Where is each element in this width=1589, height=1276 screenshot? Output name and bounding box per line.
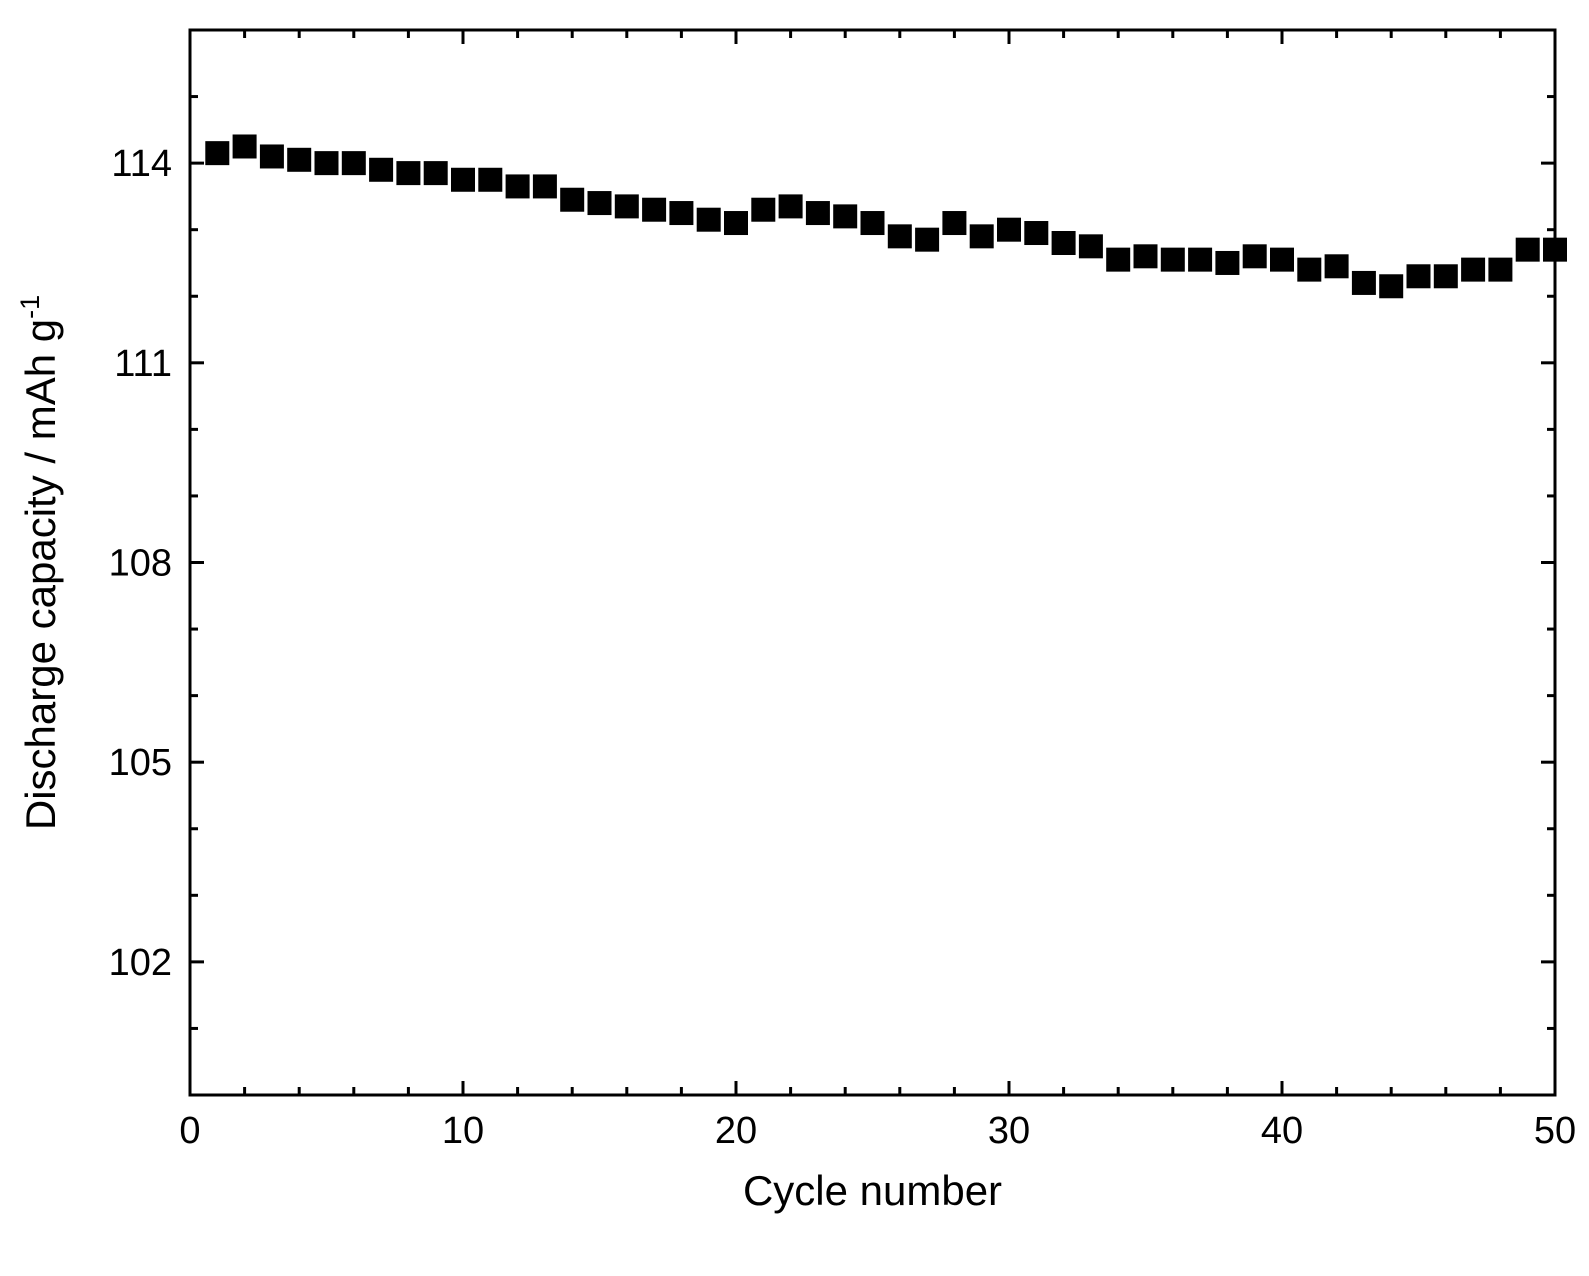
data-marker (997, 218, 1021, 242)
data-marker (833, 204, 857, 228)
data-marker (533, 174, 557, 198)
data-marker (342, 151, 366, 175)
data-marker (1352, 271, 1376, 295)
x-tick-label: 20 (715, 1110, 757, 1152)
data-marker (396, 161, 420, 185)
data-marker (205, 141, 229, 165)
data-marker (451, 168, 475, 192)
data-marker (506, 174, 530, 198)
chart-container: 0 10 20 30 40 50 102 105 108 111 114 Cycle number Di… (0, 0, 1589, 1276)
data-marker (1516, 238, 1540, 262)
data-marker (424, 161, 448, 185)
data-marker (1488, 258, 1512, 282)
x-tick-label: 30 (988, 1110, 1030, 1152)
data-marker (669, 201, 693, 225)
data-marker (233, 134, 257, 158)
data-marker (915, 228, 939, 252)
data-marker (724, 211, 748, 235)
data-marker (1434, 264, 1458, 288)
data-marker (888, 224, 912, 248)
data-marker (779, 194, 803, 218)
data-marker (942, 211, 966, 235)
data-marker (560, 188, 584, 212)
data-marker (588, 191, 612, 215)
data-marker (1379, 274, 1403, 298)
data-marker (697, 208, 721, 232)
data-marker (1188, 248, 1212, 272)
y-tick-label: 108 (109, 543, 172, 585)
x-tick-label: 50 (1534, 1110, 1576, 1152)
data-marker (861, 211, 885, 235)
data-marker (1270, 248, 1294, 272)
data-marker (1215, 251, 1239, 275)
data-marker (1407, 264, 1431, 288)
data-marker (478, 168, 502, 192)
x-tick-label: 40 (1261, 1110, 1303, 1152)
data-marker (751, 198, 775, 222)
scatter-chart: 0 10 20 30 40 50 102 105 108 111 114 Cycle number Di… (0, 0, 1589, 1276)
data-marker (1161, 248, 1185, 272)
y-tick-label: 105 (109, 742, 172, 784)
x-axis-label: Cycle number (743, 1167, 1002, 1214)
data-marker (970, 224, 994, 248)
x-tick-label: 10 (442, 1110, 484, 1152)
data-marker (1325, 254, 1349, 278)
data-marker (1106, 248, 1130, 272)
data-marker (260, 144, 284, 168)
y-tick-label: 114 (111, 143, 172, 185)
data-marker (1543, 238, 1567, 262)
data-marker (369, 158, 393, 182)
data-marker (806, 201, 830, 225)
data-marker (1461, 258, 1485, 282)
data-marker (615, 194, 639, 218)
data-marker (1134, 244, 1158, 268)
data-marker (1052, 231, 1076, 255)
data-marker (1243, 244, 1267, 268)
data-marker (315, 151, 339, 175)
plot-frame (190, 30, 1555, 1095)
data-marker (1024, 221, 1048, 245)
y-axis-label: Discharge capacity / mAh g-1 (15, 295, 64, 830)
data-marker (1079, 234, 1103, 258)
x-tick-label: 0 (179, 1110, 200, 1152)
data-marker (287, 148, 311, 172)
y-tick-label: 111 (114, 343, 172, 385)
y-tick-label: 102 (109, 942, 172, 984)
data-marker (1297, 258, 1321, 282)
data-marker (642, 198, 666, 222)
